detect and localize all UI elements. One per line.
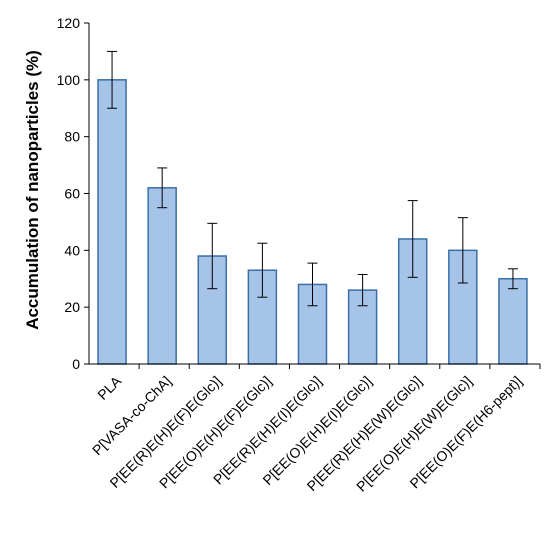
error-bar [107,50,118,109]
y-tick-label: 80 [64,129,80,145]
y-tick-label: 60 [64,186,80,202]
error-bar [257,242,268,298]
y-tick-label: 40 [64,242,80,258]
x-axis: PLAP[VASA-co-ChA]P[EE(R)E(H)E(F)E(Glc)]P… [89,363,541,495]
bar [147,187,177,365]
bar [498,278,528,365]
error-bars [107,50,518,307]
y-tick-label: 120 [57,15,81,31]
x-tick-label: PLA [94,372,124,402]
error-bar [307,262,318,307]
y-tick-label: 0 [72,356,80,372]
bars [97,79,528,365]
error-bar [157,167,168,209]
y-axis: 0 20 40 60 80 100 120 [57,15,90,372]
error-bar [357,273,368,307]
error-bar [407,200,418,278]
y-axis-label: Accumulation of nanoparticles (%) [23,50,42,330]
error-bar [507,268,518,290]
bar [97,79,127,365]
error-bar [457,217,468,284]
y-tick-label: 100 [57,72,81,88]
y-tick-label: 20 [64,299,80,315]
error-bar [207,222,218,290]
